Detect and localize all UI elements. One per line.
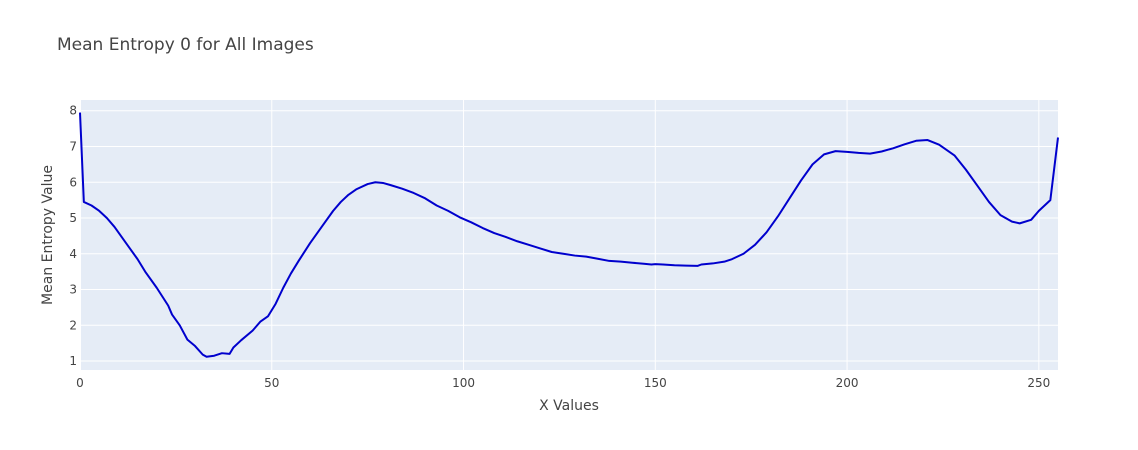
x-tick-label: 250 [1027, 376, 1050, 390]
y-tick-label: 3 [69, 283, 77, 297]
chart-title: Mean Entropy 0 for All Images [57, 35, 314, 55]
y-tick-label: 6 [69, 175, 77, 189]
y-tick-label: 1 [69, 354, 77, 368]
x-axis-title: X Values [539, 398, 599, 414]
x-tick-label: 100 [452, 376, 475, 390]
series-line [79, 112, 1059, 358]
y-tick-label: 5 [69, 211, 77, 225]
y-axis-title: Mean Entropy Value [40, 165, 56, 305]
x-tick-label: 0 [76, 376, 84, 390]
series-layer [79, 112, 1059, 358]
x-tick-label: 150 [644, 376, 667, 390]
y-tick-label: 8 [69, 104, 77, 118]
x-tick-label: 200 [836, 376, 859, 390]
x-tick-label: 50 [264, 376, 279, 390]
y-tick-label: 2 [69, 318, 77, 332]
tick-labels: 0 50 100 150 200 250 1 2 3 4 5 6 7 8 [69, 104, 1050, 390]
grid [79, 100, 1058, 370]
plot-area [80, 100, 1058, 370]
y-tick-label: 7 [69, 139, 77, 153]
y-tick-label: 4 [69, 247, 77, 261]
